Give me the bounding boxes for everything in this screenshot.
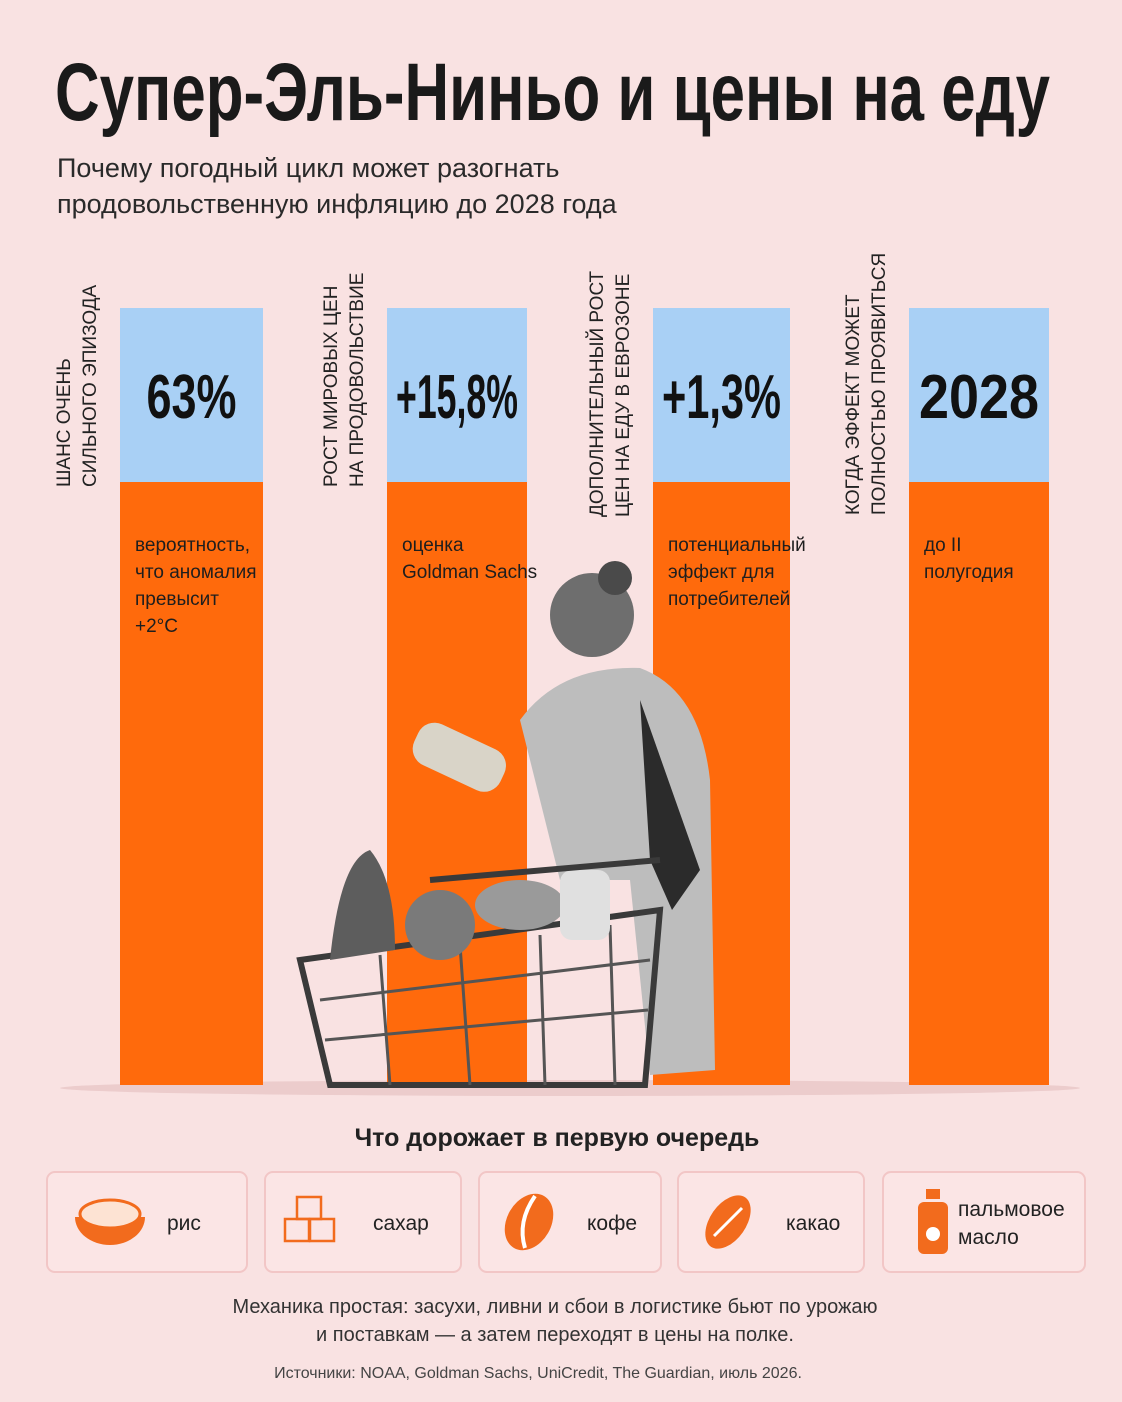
value-panel xyxy=(120,308,263,482)
column-label: СИЛЬНОГО ЭПИЗОДА xyxy=(80,284,101,487)
column-label: ЦЕН НА ЕДУ В ЕВРОЗОНЕ xyxy=(613,274,634,517)
column-value: 2028 xyxy=(919,363,1039,432)
column-bar xyxy=(909,482,1049,1085)
column-label: РОСТ МИРОВЫХ ЦЕН xyxy=(321,286,342,487)
column-value: +1,3% xyxy=(662,363,781,432)
column-label: КОГДА ЭФФЕКТ МОЖЕТ xyxy=(843,294,864,515)
column-description: потенциальный xyxy=(668,535,806,556)
item-label: какао xyxy=(786,1212,840,1235)
column-description: превысит xyxy=(135,589,219,610)
title: Супер-Эль-Ниньо и цены на еду xyxy=(55,47,1050,138)
column-description: вероятность, xyxy=(135,535,250,556)
item-card xyxy=(264,1171,462,1273)
column-description: полугодия xyxy=(924,562,1014,583)
icon-coffee-line xyxy=(520,1194,537,1249)
item-card xyxy=(882,1171,1086,1273)
column-label: ПОЛНОСТЬЮ ПРОЯВИТЬСЯ xyxy=(869,253,890,515)
column-label: ШАНС ОЧЕНЬ xyxy=(54,358,75,487)
subtitle: Почему погодный цикл может разогнать xyxy=(57,153,559,183)
item-card xyxy=(46,1171,248,1273)
column-value: +15,8% xyxy=(396,363,518,432)
column-bar xyxy=(120,482,263,1085)
column-description: Goldman Sachs xyxy=(402,562,537,583)
column-description: оценка xyxy=(402,535,464,556)
sources: Источники: NOAA, Goldman Sachs, UniCredi… xyxy=(274,1365,802,1382)
column-description: что аномалия xyxy=(135,562,256,583)
column-description: +2°C xyxy=(135,616,178,637)
item-label: сахар xyxy=(373,1212,429,1235)
column-label: ДОПОЛНИТЕЛЬНЫЙ РОСТ xyxy=(586,270,608,517)
subtitle: продовольственную инфляцию до 2028 года xyxy=(57,189,618,219)
icon-coffee xyxy=(504,1193,554,1251)
item-label: масло xyxy=(958,1226,1019,1249)
item-label: рис xyxy=(167,1212,201,1235)
item-label: пальмовое xyxy=(958,1198,1065,1221)
shopper-illustration xyxy=(296,561,715,1088)
column-description: потребителей xyxy=(668,589,790,610)
value-panel xyxy=(653,308,790,482)
icon-oil-cap xyxy=(926,1189,940,1199)
item-label: кофе xyxy=(587,1212,637,1235)
value-panel xyxy=(387,308,527,482)
icon-oil-drop xyxy=(926,1227,940,1241)
column-description: до II xyxy=(924,535,962,556)
footer-text: Механика простая: засухи, ливни и сбои в… xyxy=(232,1296,877,1318)
footer-text: и поставкам — а затем переходят в цены н… xyxy=(316,1324,794,1346)
column-value: 63% xyxy=(147,363,237,432)
section-title: Что дорожает в первую очередь xyxy=(355,1124,760,1152)
icon-cocoa-line xyxy=(712,1206,744,1238)
icon-sugar xyxy=(295,1195,323,1221)
icon-rice-top xyxy=(78,1198,142,1230)
column-label: НА ПРОДОВОЛЬСТВИЕ xyxy=(347,273,368,487)
value-panel xyxy=(909,308,1049,482)
column-description: эффект для xyxy=(668,562,775,583)
